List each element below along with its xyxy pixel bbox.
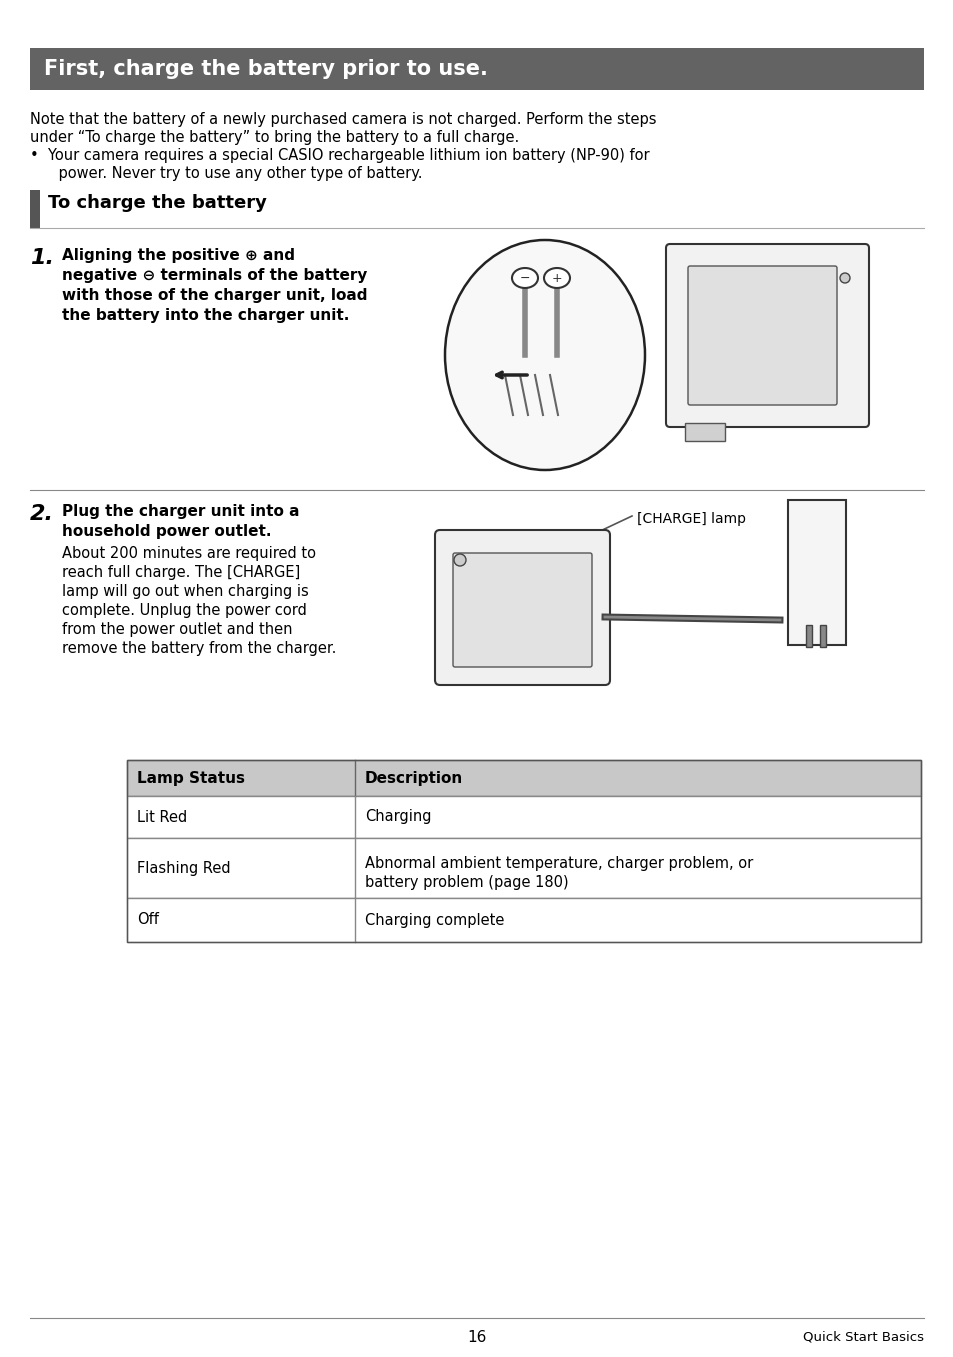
Circle shape xyxy=(454,554,465,566)
FancyBboxPatch shape xyxy=(453,554,592,668)
Text: Description: Description xyxy=(365,771,463,786)
FancyBboxPatch shape xyxy=(665,244,868,427)
Text: +: + xyxy=(551,271,561,285)
Text: reach full charge. The [CHARGE]: reach full charge. The [CHARGE] xyxy=(62,565,300,579)
Text: Plug the charger unit into a: Plug the charger unit into a xyxy=(62,503,299,518)
Text: remove the battery from the charger.: remove the battery from the charger. xyxy=(62,641,336,655)
Text: with those of the charger unit, load: with those of the charger unit, load xyxy=(62,288,367,303)
Text: from the power outlet and then: from the power outlet and then xyxy=(62,622,293,636)
Text: 16: 16 xyxy=(467,1330,486,1345)
FancyBboxPatch shape xyxy=(435,531,609,685)
Text: −: − xyxy=(519,271,530,285)
Bar xyxy=(127,839,920,898)
Ellipse shape xyxy=(444,240,644,470)
Ellipse shape xyxy=(512,267,537,288)
Bar xyxy=(127,760,920,942)
Text: negative ⊖ terminals of the battery: negative ⊖ terminals of the battery xyxy=(62,267,367,284)
Bar xyxy=(805,626,811,647)
Bar xyxy=(127,898,920,942)
Text: Lamp Status: Lamp Status xyxy=(137,771,245,786)
Text: Quick Start Basics: Quick Start Basics xyxy=(802,1330,923,1343)
Bar xyxy=(30,47,923,90)
Text: complete. Unplug the power cord: complete. Unplug the power cord xyxy=(62,603,307,617)
Bar xyxy=(30,190,40,228)
Text: •  Your camera requires a special CASIO rechargeable lithium ion battery (NP-90): • Your camera requires a special CASIO r… xyxy=(30,148,649,163)
Bar xyxy=(127,797,920,839)
Text: Flashing Red: Flashing Red xyxy=(137,860,231,875)
Text: the battery into the charger unit.: the battery into the charger unit. xyxy=(62,308,349,323)
Text: lamp will go out when charging is: lamp will go out when charging is xyxy=(62,584,309,598)
Text: Off: Off xyxy=(137,912,159,927)
Text: under “To charge the battery” to bring the battery to a full charge.: under “To charge the battery” to bring t… xyxy=(30,130,518,145)
Text: 1.: 1. xyxy=(30,248,54,267)
FancyBboxPatch shape xyxy=(687,266,836,404)
Ellipse shape xyxy=(543,267,569,288)
Text: Charging: Charging xyxy=(365,810,431,825)
Bar xyxy=(127,760,920,797)
Circle shape xyxy=(840,273,849,284)
Text: power. Never try to use any other type of battery.: power. Never try to use any other type o… xyxy=(40,166,422,180)
Text: Lit Red: Lit Red xyxy=(137,810,187,825)
Text: To charge the battery: To charge the battery xyxy=(48,194,267,212)
Text: Abnormal ambient temperature, charger problem, or: Abnormal ambient temperature, charger pr… xyxy=(365,856,753,871)
Bar xyxy=(684,423,724,441)
Text: 2.: 2. xyxy=(30,503,54,524)
Text: Charging complete: Charging complete xyxy=(365,912,504,927)
Text: [CHARGE] lamp: [CHARGE] lamp xyxy=(637,512,745,527)
Text: Note that the battery of a newly purchased camera is not charged. Perform the st: Note that the battery of a newly purchas… xyxy=(30,113,656,128)
Text: battery problem (page 180): battery problem (page 180) xyxy=(365,875,568,890)
Text: First, charge the battery prior to use.: First, charge the battery prior to use. xyxy=(44,58,487,79)
Bar xyxy=(820,626,825,647)
Text: About 200 minutes are required to: About 200 minutes are required to xyxy=(62,546,315,560)
Bar xyxy=(787,499,845,645)
Text: household power outlet.: household power outlet. xyxy=(62,524,272,539)
Text: Aligning the positive ⊕ and: Aligning the positive ⊕ and xyxy=(62,248,294,263)
